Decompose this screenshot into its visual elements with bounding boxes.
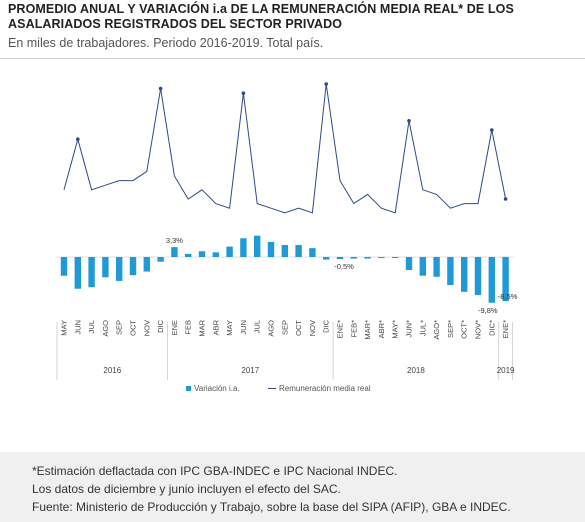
line-peak-point-13 <box>241 91 246 95</box>
x-tick-label-21: FEB* <box>349 320 358 338</box>
x-tick-label-9: FEB <box>184 320 193 335</box>
line-peak-point-31 <box>490 128 494 132</box>
bar-19 <box>323 257 330 260</box>
line-peak-point-7 <box>158 86 163 91</box>
x-tick-label-17: OCT <box>294 320 303 336</box>
x-tick-label-1: JUN <box>73 320 82 335</box>
bar-15 <box>267 241 275 257</box>
combo-chart: 3,3% -0,5% -9,8%-8,5% MAY JUN JUL AGO SEP OCT NOV… <box>56 82 518 393</box>
line-peak-point-25 <box>407 119 411 123</box>
bar-13 <box>240 238 247 257</box>
bar-14 <box>254 235 261 257</box>
legend-bar-label: Variación i.a. <box>194 384 240 393</box>
x-tick-label-2: JUL <box>87 320 96 333</box>
x-tick-label-3: AGO <box>101 320 110 337</box>
bar-21 <box>350 257 357 259</box>
bar-10 <box>198 251 206 257</box>
bar-7 <box>157 257 164 262</box>
chart-subtitle: En miles de trabajadores. Periodo 2016-2… <box>8 36 324 50</box>
title-divider <box>0 58 585 59</box>
bar-0 <box>60 257 68 276</box>
remuneration-line <box>63 83 507 214</box>
x-tick-label-28: SEP* <box>446 320 455 338</box>
x-tick-label-12: MAY <box>225 320 234 336</box>
x-tick-label-4: SEP <box>115 320 124 335</box>
bar-4 <box>116 257 123 281</box>
bar-29 <box>461 257 468 292</box>
x-tick-label-8: ENE <box>170 320 179 335</box>
bar-32 <box>502 257 509 302</box>
bar-25 <box>405 257 413 270</box>
x-tick-label-15: AGO <box>267 320 276 337</box>
bar-9 <box>185 253 192 257</box>
legend-bar-swatch <box>186 386 191 391</box>
x-tick-label-18: NOV <box>308 320 317 336</box>
x-tick-label-27: AGO* <box>432 320 441 340</box>
footnote-sac: Los datos de diciembre y junio incluyen … <box>32 482 341 496</box>
data-label-31: -9,8% <box>478 306 498 315</box>
bar-6 <box>143 257 150 272</box>
bar-11 <box>212 252 219 257</box>
bar-2 <box>88 257 95 288</box>
x-tick-label-7: DIC <box>156 319 165 333</box>
bar-18 <box>309 248 316 257</box>
bar-20 <box>336 257 344 260</box>
x-tick-label-20: ENE* <box>336 320 345 338</box>
bar-5 <box>129 257 137 276</box>
line-end-point <box>503 197 508 201</box>
x-tick-label-0: MAY <box>60 320 69 336</box>
bar-8 <box>171 247 178 257</box>
x-tick-label-13: JUN <box>239 320 248 335</box>
bar-26 <box>419 257 426 276</box>
bar-23 <box>378 257 385 259</box>
x-tick-label-25: JUN* <box>405 320 414 338</box>
year-label-2019: 2019 <box>497 366 515 375</box>
x-tick-label-31: DIC* <box>487 320 496 336</box>
bar-27 <box>433 257 440 277</box>
x-tick-label-16: SEP <box>280 320 289 335</box>
x-tick-label-19: DIC <box>322 319 331 333</box>
x-tick-label-11: ABR <box>211 319 220 335</box>
bar-24 <box>392 257 399 258</box>
legend-line-label: Remuneración media real <box>279 384 371 393</box>
bar-28 <box>447 257 454 286</box>
chart-area: 3,3% -0,5% -9,8% -8,5% MAY JUN JUL AGO SEP OCT NOV… <box>30 72 540 402</box>
bar-1 <box>74 257 81 289</box>
bar-31 <box>488 257 495 303</box>
bar-30 <box>474 257 482 295</box>
bar-3 <box>102 257 109 278</box>
data-label-20: -0,5% <box>334 262 354 271</box>
line-peak-point-19 <box>324 82 329 86</box>
x-tick-label-30: NOV* <box>474 320 483 339</box>
footnote-source: Fuente: Ministerio de Producción y Traba… <box>32 500 511 514</box>
x-tick-label-23: ABR* <box>377 320 386 338</box>
x-tick-label-5: OCT <box>129 320 138 336</box>
data-label-8: 3,3% <box>166 236 183 245</box>
x-tick-label-29: OCT* <box>460 320 469 339</box>
x-tick-label-14: JUL <box>253 320 262 333</box>
bar-17 <box>295 245 302 257</box>
bar-22 <box>364 257 371 259</box>
bar-16 <box>281 245 288 257</box>
x-tick-label-10: MAR <box>198 319 207 336</box>
x-tick-label-22: MAR* <box>363 320 372 340</box>
year-label-2018: 2018 <box>407 366 425 375</box>
data-label-32: -8,5% <box>498 292 518 301</box>
x-tick-label-24: MAY* <box>391 320 400 339</box>
x-tick-label-6: NOV <box>142 320 151 336</box>
x-tick-label-26: JUL* <box>418 320 427 336</box>
footnote-estimation: *Estimación deflactada con IPC GBA-INDEC… <box>32 464 398 478</box>
footnotes-panel: *Estimación deflactada con IPC GBA-INDEC… <box>0 452 585 522</box>
year-label-2016: 2016 <box>103 366 121 375</box>
x-tick-label-32: ENE* <box>501 320 510 338</box>
bar-12 <box>226 246 233 257</box>
year-label-2017: 2017 <box>241 366 259 375</box>
chart-title: PROMEDIO ANUAL Y VARIACIÓN i.a DE LA REM… <box>8 2 514 31</box>
line-peak-point-1 <box>76 137 80 141</box>
